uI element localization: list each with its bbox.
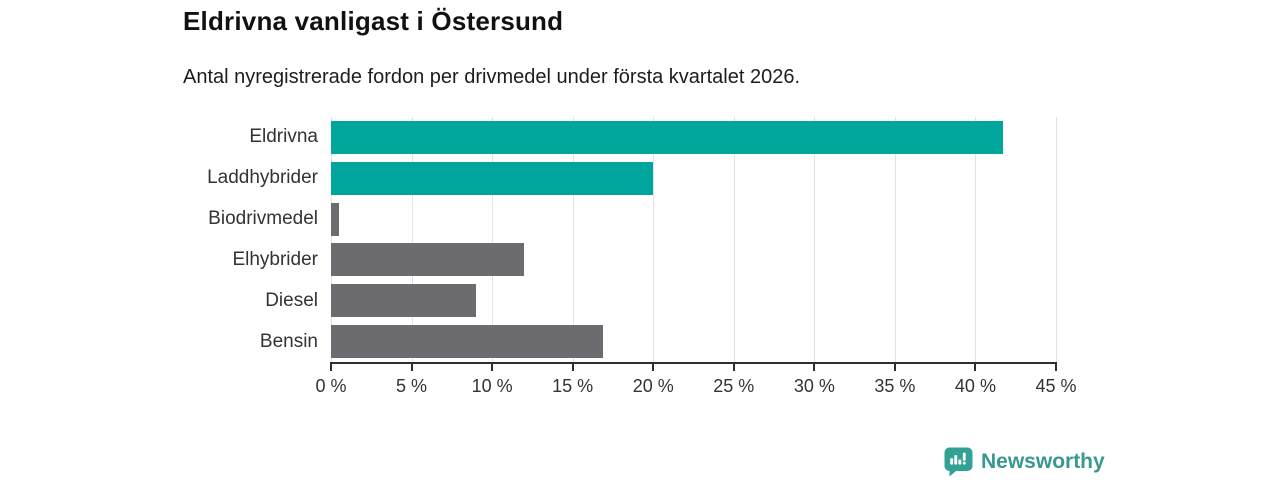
x-tick-label-20: 20 % xyxy=(632,376,674,396)
x-tick-40 xyxy=(974,362,977,371)
x-tick-5 xyxy=(410,362,413,371)
bar-track xyxy=(331,202,1056,236)
gridline-40 xyxy=(975,117,977,362)
newsworthy-icon xyxy=(944,447,973,477)
bar-bensin xyxy=(331,325,604,359)
bar-track xyxy=(331,120,1056,154)
newsworthy-wordmark: Newsworthy xyxy=(981,450,1105,473)
x-tick-label-10: 10 % xyxy=(471,376,513,396)
bar-diesel xyxy=(331,284,476,318)
gridline-25 xyxy=(733,117,735,362)
x-tick-label-5: 5 % xyxy=(396,376,428,396)
chart-row-eldrivna: Eldrivna xyxy=(183,117,1056,158)
bar-eldrivna xyxy=(331,120,1003,154)
bar-chart: Eldrivna Laddhybrider Biodrivmedel Elhybrid… xyxy=(183,117,1077,396)
chart-title: Eldrivna vanligast i Östersund xyxy=(183,6,564,36)
gridlines xyxy=(331,117,1057,362)
category-label: Biodrivmedel xyxy=(208,208,318,230)
x-tick-label-30: 30 % xyxy=(793,376,835,396)
x-axis: 0 % 5 % 10 % 15 % 20 % 25 % 30 % 35 % 40 % 45 % xyxy=(315,362,1077,412)
chart-row-elhybrider: Elhybrider xyxy=(183,239,1056,280)
x-tick-label-0: 0 % xyxy=(315,376,347,396)
gridline-35 xyxy=(894,117,896,362)
bar-laddhybrider xyxy=(331,161,654,195)
chart-row-laddhybrider: Laddhybrider xyxy=(183,158,1056,199)
x-tick-15 xyxy=(571,362,574,371)
gridline-45 xyxy=(1056,117,1057,362)
category-label: Diesel xyxy=(265,289,318,311)
bar-elhybrider xyxy=(331,243,525,277)
x-tick-20 xyxy=(652,362,655,371)
gridline-0 xyxy=(331,117,332,362)
chart-row-biodrivmedel: Biodrivmedel xyxy=(183,199,1056,240)
x-tick-10 xyxy=(491,362,494,371)
gridline-20 xyxy=(653,117,655,362)
x-tick-label-40: 40 % xyxy=(954,376,996,396)
x-tick-label-25: 25 % xyxy=(713,376,755,396)
chart-subtitle: Antal nyregistrerade fordon per drivmede… xyxy=(183,66,801,88)
x-tick-30 xyxy=(813,362,816,371)
x-tick-0 xyxy=(330,362,332,371)
gridline-15 xyxy=(572,117,574,362)
bar-track xyxy=(331,243,1056,277)
bar-track xyxy=(331,325,1056,359)
x-tick-label-45: 45 % xyxy=(1035,376,1077,396)
chart-row-bensin: Bensin xyxy=(183,321,1056,362)
gridline-30 xyxy=(814,117,816,362)
chart-row-diesel: Diesel xyxy=(183,280,1056,321)
x-tick-25 xyxy=(732,362,735,371)
bar-track xyxy=(331,284,1056,318)
category-label: Laddhybrider xyxy=(207,167,318,189)
bar-biodrivmedel xyxy=(331,202,340,236)
x-tick-45 xyxy=(1055,362,1057,371)
category-label: Eldrivna xyxy=(249,126,318,148)
newsworthy-logo[interactable]: Newsworthy xyxy=(944,447,1105,477)
category-label: Elhybrider xyxy=(232,248,318,270)
x-tick-label-15: 15 % xyxy=(552,376,594,396)
bar-rows: Eldrivna Laddhybrider Biodrivmedel Elhybrid… xyxy=(183,117,1056,362)
x-tick-35 xyxy=(893,362,896,371)
bar-track xyxy=(331,161,1056,195)
x-tick-label-35: 35 % xyxy=(874,376,916,396)
category-label: Bensin xyxy=(259,330,318,352)
gridline-5 xyxy=(411,117,413,362)
gridline-10 xyxy=(492,117,494,362)
x-axis-line xyxy=(330,362,1057,364)
